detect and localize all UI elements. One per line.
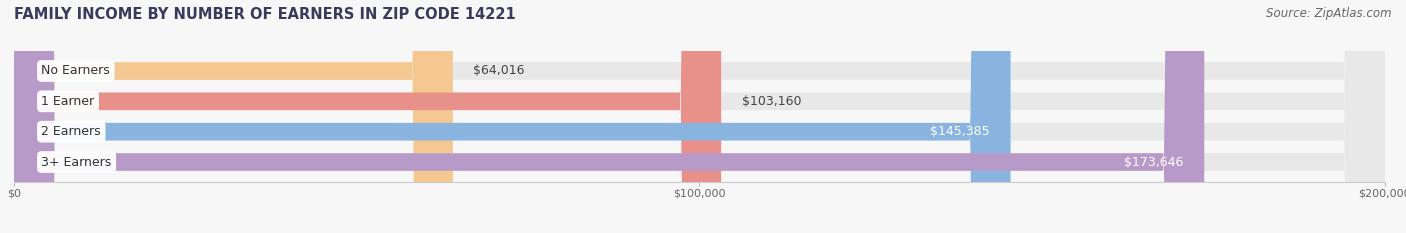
- FancyBboxPatch shape: [14, 0, 1011, 233]
- Text: 2 Earners: 2 Earners: [42, 125, 101, 138]
- Text: $173,646: $173,646: [1125, 155, 1184, 168]
- Text: FAMILY INCOME BY NUMBER OF EARNERS IN ZIP CODE 14221: FAMILY INCOME BY NUMBER OF EARNERS IN ZI…: [14, 7, 516, 22]
- FancyBboxPatch shape: [14, 0, 1385, 233]
- Text: $103,160: $103,160: [742, 95, 801, 108]
- FancyBboxPatch shape: [14, 0, 1385, 233]
- Text: $145,385: $145,385: [931, 125, 990, 138]
- FancyBboxPatch shape: [14, 0, 1205, 233]
- Text: $64,016: $64,016: [474, 65, 524, 78]
- Text: 1 Earner: 1 Earner: [42, 95, 94, 108]
- Text: No Earners: No Earners: [42, 65, 110, 78]
- FancyBboxPatch shape: [14, 0, 1385, 233]
- Text: Source: ZipAtlas.com: Source: ZipAtlas.com: [1267, 7, 1392, 20]
- FancyBboxPatch shape: [14, 0, 453, 233]
- FancyBboxPatch shape: [14, 0, 721, 233]
- Text: 3+ Earners: 3+ Earners: [42, 155, 111, 168]
- FancyBboxPatch shape: [14, 0, 1385, 233]
